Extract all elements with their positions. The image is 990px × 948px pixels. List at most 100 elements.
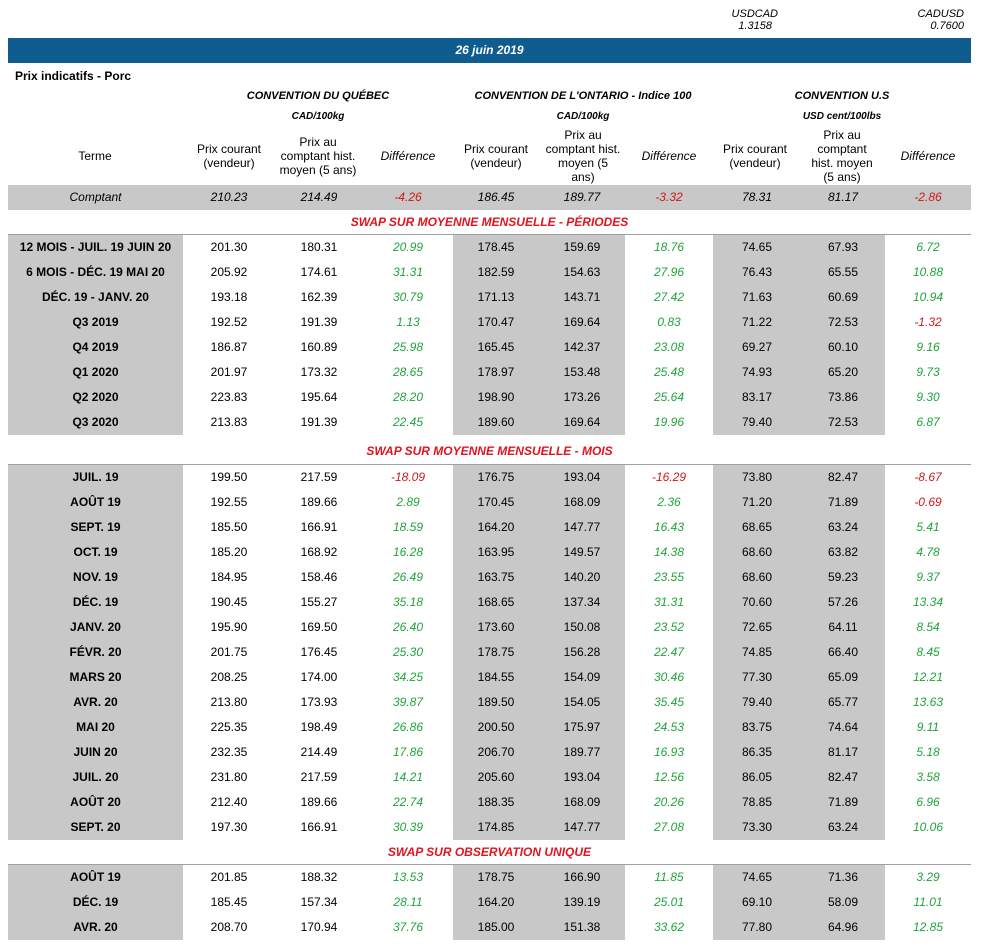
term-cell: DÉC. 19 - JANV. 20: [42, 290, 149, 304]
diff-cell: 22.74: [392, 795, 424, 809]
header-hist-qc: Prix au comptant hist. moyen (5 ans): [279, 135, 357, 177]
header-diff-on: Différence: [641, 149, 697, 163]
value-cell: 67.93: [827, 240, 859, 254]
value-cell: 65.09: [827, 670, 859, 684]
diff-cell: -4.26: [394, 190, 422, 204]
value-cell: 169.64: [563, 415, 601, 429]
value-cell: 169.64: [563, 315, 601, 329]
value-cell: 149.57: [563, 545, 601, 559]
value-cell: 178.45: [477, 240, 515, 254]
diff-cell: 9.73: [916, 365, 940, 379]
diff-cell: 26.49: [392, 570, 424, 584]
diff-cell: 12.56: [653, 770, 685, 784]
diff-cell: 3.58: [916, 770, 940, 784]
term-cell: OCT. 19: [73, 545, 118, 559]
header-hist-on: Prix au comptant hist. moyen (5 ans): [545, 128, 621, 184]
value-cell: 193.18: [210, 290, 248, 304]
table-row-juil-19: JUIL. 19 199.50 217.59 -18.09 176.75 193.04 -1…: [8, 465, 971, 490]
value-cell: 139.19: [563, 895, 601, 909]
value-cell: 213.83: [210, 415, 248, 429]
value-cell: 72.53: [827, 415, 859, 429]
term-cell: JUIL. 20: [72, 770, 119, 784]
value-cell: 71.89: [827, 795, 859, 809]
table-row-12-mois-juil-19-juin-20: 12 MOIS - JUIL. 19 JUIN 20 201.30 180.31 20…: [8, 235, 971, 260]
value-cell: 180.31: [300, 240, 338, 254]
diff-cell: 27.08: [653, 820, 685, 834]
diff-cell: 28.11: [393, 895, 423, 909]
term-cell: AOÛT 20: [70, 795, 121, 809]
diff-cell: 4.78: [916, 545, 940, 559]
table-row-q4-2019: Q4 2019 186.87 160.89 25.98 165.45 142.37 23.0…: [8, 335, 971, 360]
term-cell: Q4 2019: [72, 340, 119, 354]
diff-cell: 25.01: [653, 895, 685, 909]
header-current-qc: Prix courant (vendeur): [196, 142, 262, 170]
value-cell: 71.20: [741, 495, 773, 509]
term-cell: 12 MOIS - JUIL. 19 JUIN 20: [19, 240, 172, 254]
value-cell: 72.65: [741, 620, 773, 634]
diff-cell: 11.85: [654, 870, 684, 884]
value-cell: 82.47: [827, 470, 859, 484]
header-hist-us: Prix au comptant hist. moyen (5 ans): [811, 128, 873, 184]
value-cell: 157.34: [300, 895, 338, 909]
value-cell: 76.43: [741, 265, 773, 279]
value-cell: 188.32: [300, 870, 338, 884]
value-cell: 162.39: [300, 290, 338, 304]
value-cell: 188.35: [477, 795, 515, 809]
value-cell: 151.38: [563, 920, 601, 934]
diff-cell: 2.36: [657, 495, 681, 509]
term-cell: MAI 20: [76, 720, 115, 734]
us-column-band: [713, 865, 885, 940]
value-cell: 158.46: [300, 570, 338, 584]
value-cell: 192.52: [210, 315, 248, 329]
table-row-dec-19: DÉC. 19 190.45 155.27 35.18 168.65 137.34 31.3…: [8, 590, 971, 615]
unit-us: USD cent/100lbs: [802, 111, 882, 122]
value-cell: 74.65: [741, 240, 773, 254]
diff-cell: 18.76: [653, 240, 685, 254]
diff-cell: 5.18: [916, 745, 940, 759]
value-cell: 191.39: [300, 415, 338, 429]
value-cell: 217.59: [300, 470, 338, 484]
section-title: SWAP SUR MOYENNE MENSUELLE - PÉRIODES: [350, 215, 629, 229]
value-cell: 166.91: [300, 520, 338, 534]
diff-cell: 16.93: [653, 745, 685, 759]
value-cell: 185.20: [210, 545, 248, 559]
value-cell: 163.75: [477, 570, 515, 584]
table-row-janv-20: JANV. 20 195.90 169.50 26.40 173.60 150.08 23.…: [8, 615, 971, 640]
value-cell: 184.95: [210, 570, 248, 584]
diff-cell: 33.62: [653, 920, 685, 934]
section-title: SWAP SUR OBSERVATION UNIQUE: [387, 845, 592, 859]
value-cell: 65.77: [827, 695, 859, 709]
value-cell: 170.94: [300, 920, 338, 934]
value-cell: 171.13: [477, 290, 515, 304]
diff-cell: 23.08: [653, 340, 685, 354]
table-row-sept-19: SEPT. 19 185.50 166.91 18.59 164.20 147.77 16.…: [8, 515, 971, 540]
value-cell: 214.49: [300, 190, 338, 204]
term-cell: DÉC. 19: [72, 895, 119, 909]
value-cell: 150.08: [563, 620, 601, 634]
value-cell: 71.89: [827, 495, 859, 509]
term-cell: SEPT. 19: [70, 520, 121, 534]
diff-cell: 9.16: [916, 340, 940, 354]
value-cell: 81.17: [827, 745, 859, 759]
diff-cell: 30.46: [653, 670, 685, 684]
diff-cell: 9.11: [916, 720, 940, 734]
diff-cell: -2.86: [914, 190, 942, 204]
value-cell: 77.80: [741, 920, 773, 934]
value-cell: 65.55: [827, 265, 859, 279]
diff-cell: 11.01: [913, 895, 943, 909]
value-cell: 86.05: [741, 770, 773, 784]
diff-cell: 27.96: [653, 265, 685, 279]
diff-cell: 10.06: [912, 820, 944, 834]
value-cell: 189.77: [563, 190, 601, 204]
value-cell: 68.60: [741, 545, 773, 559]
value-cell: 60.69: [827, 290, 859, 304]
us-column-band: [713, 235, 885, 435]
header-term: Terme: [78, 149, 112, 163]
value-cell: 71.63: [741, 290, 773, 304]
value-cell: 81.17: [827, 190, 859, 204]
value-cell: 197.30: [210, 820, 248, 834]
value-cell: 185.00: [477, 920, 515, 934]
value-cell: 189.77: [563, 745, 601, 759]
value-cell: 193.04: [563, 770, 601, 784]
unit-quebec: CAD/100kg: [291, 111, 345, 122]
